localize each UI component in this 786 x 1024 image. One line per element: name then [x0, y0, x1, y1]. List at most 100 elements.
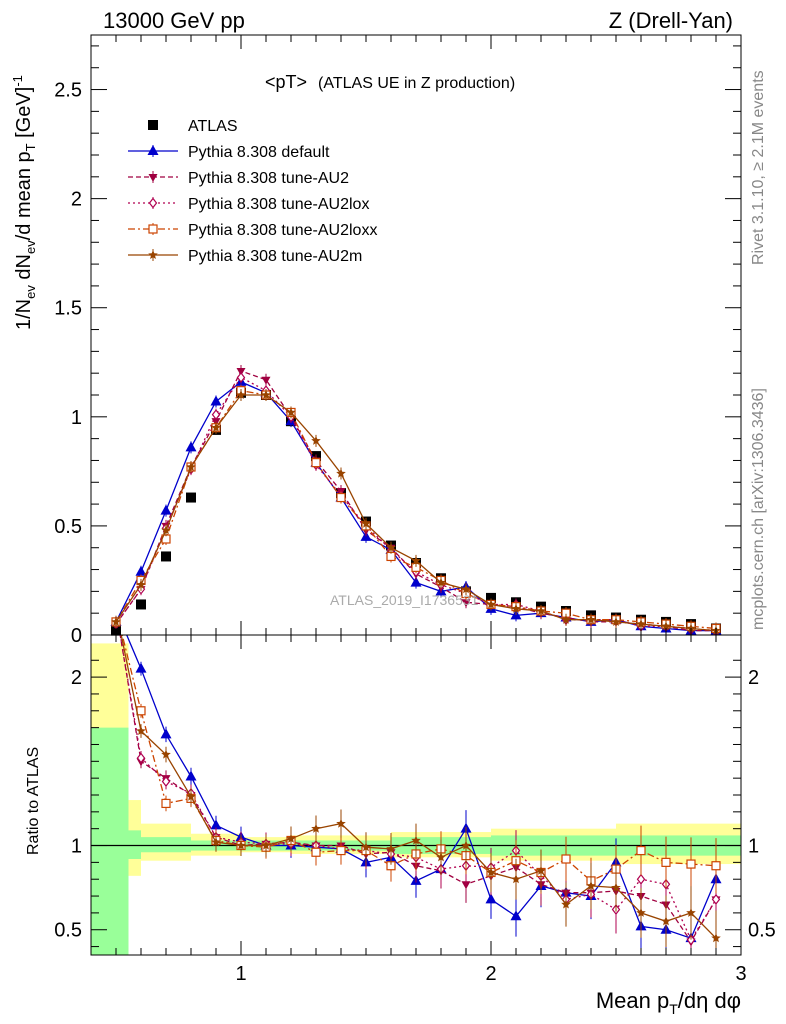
chart-title-sub: (ATLAS UE in Z production)	[318, 75, 515, 92]
atlas-point	[486, 592, 496, 603]
ratio-series-default	[111, 604, 722, 955]
ratio-au2m-point	[511, 874, 521, 884]
ratio-tick-labels: 0.5 0.5 1 1 2 2 1 2 3	[54, 667, 776, 985]
au2m-point	[586, 614, 596, 624]
ratio-au2m-point	[461, 840, 471, 850]
legend-label: Pythia 8.308 default	[188, 144, 330, 161]
main-y-tick-labels: 0 0.5 1 1.5 2 2.5	[54, 80, 82, 647]
ratio-y-tick-label-right: 2	[748, 667, 759, 689]
watermark: ATLAS_2019_I1736531	[330, 592, 479, 608]
au2m-point	[511, 603, 521, 613]
au2m-point	[211, 422, 221, 432]
main-y-axis-label: 1/Nev dNev/d mean pT [GeV]-1	[10, 75, 38, 330]
au2lox-point	[211, 409, 221, 421]
au2m-point	[661, 621, 671, 631]
legend-entry-au2lox: Pythia 8.308 tune-AU2lox	[128, 196, 369, 213]
ratio-au2lox-point	[161, 776, 171, 788]
atlas-point	[161, 551, 171, 562]
chart-title: <pT> (ATLAS UE in Z production)	[265, 72, 515, 92]
ratio-au2m-point	[561, 899, 571, 909]
ratio-au2-point	[461, 881, 471, 890]
ratio-au2m-point	[261, 840, 271, 850]
au2m-point	[636, 619, 646, 629]
ratio-au2loxx-point	[336, 845, 346, 856]
main-y-tick-label: 1.5	[54, 298, 82, 320]
legend-marker	[148, 250, 158, 259]
ratio-au2m-point	[661, 916, 671, 926]
main-y-tick-label: 0.5	[54, 516, 82, 538]
au2-point	[261, 376, 271, 385]
ratio-series-au2lox	[119, 635, 721, 955]
ratio-au2m-point	[136, 726, 146, 735]
ratio-au2m-point	[411, 835, 421, 845]
legend-marker	[148, 120, 158, 130]
ratio-au2loxx-point	[136, 706, 146, 716]
uncertainty-band-stat	[128, 830, 141, 859]
ratio-au2m-point	[336, 818, 346, 828]
header-right: Z (Drell-Yan)	[609, 8, 733, 33]
legend-label: Pythia 8.308 tune-AU2loxx	[188, 222, 377, 239]
main-y-tick-label: 0	[71, 625, 82, 647]
au2m-point	[236, 390, 246, 399]
legend-entry-default: Pythia 8.308 default	[128, 144, 330, 161]
ratio-au2m-point	[536, 865, 546, 875]
legend-entry-au2m: Pythia 8.308 tune-AU2m	[128, 248, 362, 265]
uncertainty-band-stat	[91, 727, 129, 955]
ratio-default-point	[111, 604, 122, 614]
ratio-au2m-point	[236, 840, 246, 850]
main-plot: 0 0.5 1 1.5 2 2.5 ATLAS_2019_I1736531 <pT> (A…	[10, 34, 742, 647]
ratio-au2loxx-point	[711, 861, 721, 871]
ratio-ticks	[91, 635, 741, 955]
au2m-point	[611, 616, 621, 626]
au2lox-point	[236, 372, 246, 384]
ratio-au2lox-point	[711, 893, 721, 905]
ratio-au2m-point	[636, 907, 646, 917]
ratio-au2m-point	[111, 605, 121, 614]
header-left: 13000 GeV pp	[103, 8, 245, 33]
au2m-point	[536, 606, 546, 615]
au2m-point	[411, 555, 421, 565]
x-axis-label-sub: T	[669, 1001, 678, 1017]
au2m-point	[261, 390, 271, 399]
au2m-point	[336, 468, 346, 478]
ratio-au2m-point	[311, 823, 321, 833]
ratio-default-point	[160, 728, 172, 739]
x-tick-label: 2	[485, 963, 496, 985]
legend-entry-au2: Pythia 8.308 tune-AU2	[128, 170, 349, 187]
au2m-point	[436, 577, 446, 587]
main-y-tick-label: 2	[71, 189, 82, 211]
ratio-au2loxx-point	[686, 859, 696, 869]
ratio-au2m-point	[711, 933, 721, 943]
default-point	[185, 441, 197, 452]
ratio-au2m-point	[211, 837, 221, 847]
ratio-au2loxx-point	[112, 606, 120, 614]
legend: ATLAS Pythia 8.308 default Pythia 8.308 tu…	[128, 118, 377, 265]
default-point	[210, 395, 222, 406]
au2m-point	[461, 584, 471, 594]
ratio-y-tick-label: 2	[71, 667, 82, 689]
ratio-default-point	[510, 910, 522, 921]
ratio-series-au2	[119, 635, 721, 955]
atlas-point	[136, 599, 146, 610]
x-tick-label: 1	[235, 963, 246, 985]
uncertainty-band-stat	[141, 837, 191, 853]
legend-entry-atlas: ATLAS	[148, 118, 238, 135]
ratio-au2m-point	[436, 852, 446, 862]
ratio-au2m-point	[611, 882, 621, 892]
ratio-au2m-point	[586, 880, 596, 890]
ratio-inner	[91, 604, 741, 955]
au2loxx-point	[336, 492, 346, 503]
au2m-point	[386, 542, 396, 552]
legend-label: Pythia 8.308 tune-AU2lox	[188, 196, 369, 213]
ratio-au2lox-point	[686, 934, 696, 946]
ratio-au2m-point	[286, 833, 296, 843]
legend-marker	[148, 197, 158, 209]
atlas-point	[186, 492, 196, 503]
au2m-point	[486, 599, 496, 609]
ratio-au2loxx-point	[561, 854, 571, 864]
legend-entry-au2loxx: Pythia 8.308 tune-AU2loxx	[128, 222, 377, 239]
au2m-point	[311, 435, 321, 445]
ratio-au2m-point	[161, 749, 171, 759]
ratio-series-au2m	[111, 605, 721, 955]
